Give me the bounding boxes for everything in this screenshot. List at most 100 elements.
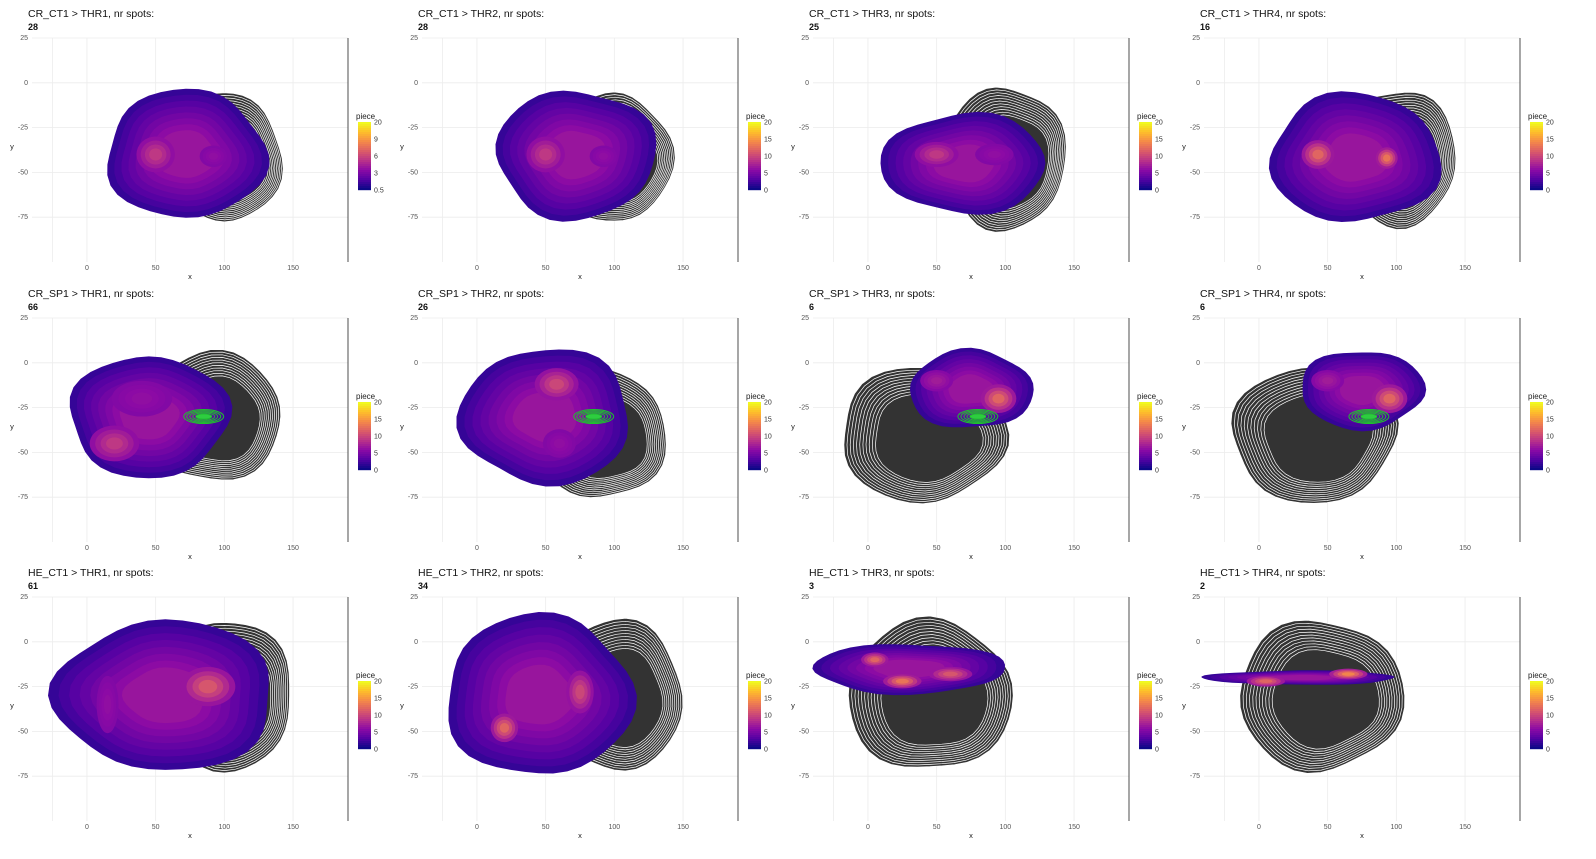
legend-tick-label: 20 <box>764 120 772 127</box>
legend-colorbar <box>1139 420 1152 423</box>
legend-colorbar <box>1530 158 1543 161</box>
legend-colorbar <box>1530 156 1543 159</box>
x-axis-label: x <box>578 272 582 281</box>
x-tick-label: 50 <box>933 824 941 831</box>
legend-colorbar <box>1530 180 1543 183</box>
y-tick-label: -50 <box>408 169 418 176</box>
y-axis-label: y <box>10 701 14 710</box>
legend-tick-label: 15 <box>374 417 382 424</box>
legend-colorbar <box>358 150 371 153</box>
legend-colorbar <box>1530 458 1543 461</box>
legend-colorbar <box>748 416 761 419</box>
chart-title: CR_CT1 > THR3, nr spots: 25 <box>809 8 935 34</box>
density-hotspot <box>931 377 943 385</box>
x-axis-label: x <box>1360 552 1364 561</box>
legend-colorbar <box>1139 416 1152 419</box>
legend-colorbar <box>1139 458 1152 461</box>
density-hotspot <box>895 678 909 684</box>
legend-colorbar <box>358 144 371 147</box>
legend-colorbar <box>1139 444 1152 447</box>
legend-colorbar <box>1530 130 1543 133</box>
legend-colorbar <box>1530 128 1543 131</box>
green-contour <box>1351 410 1387 423</box>
legend-colorbar <box>1139 705 1152 708</box>
x-tick-label: 150 <box>287 265 299 272</box>
legend-colorbar <box>358 176 371 179</box>
legend-title: piece <box>1528 112 1548 121</box>
y-tick-label: -50 <box>18 728 28 735</box>
x-axis-label: x <box>969 272 973 281</box>
legend-colorbar <box>1139 438 1152 441</box>
legend-tick-label: 15 <box>1546 137 1554 144</box>
legend-colorbar <box>1530 144 1543 147</box>
legend-colorbar <box>358 681 371 684</box>
legend-tick-label: 0 <box>1155 468 1159 475</box>
legend-tick-label: 10 <box>374 713 382 720</box>
legend-colorbar <box>1139 124 1152 127</box>
legend-colorbar <box>358 458 371 461</box>
legend-colorbar <box>1530 725 1543 728</box>
y-tick-label: 0 <box>1196 80 1200 87</box>
chart-title-text: HE_CT1 > THR2, nr spots: <box>418 567 544 579</box>
legend-colorbar <box>358 454 371 457</box>
legend-colorbar <box>748 182 761 185</box>
chart-title: HE_CT1 > THR4, nr spots: 2 <box>1200 567 1326 593</box>
legend-colorbar <box>748 188 761 191</box>
y-tick-label: 0 <box>414 80 418 87</box>
chart-title: CR_SP1 > THR4, nr spots: 6 <box>1200 288 1326 314</box>
legend-colorbar <box>358 711 371 714</box>
chart-panel: CR_CT1 > THR3, nr spots: 25 0 50 100 150 25 0 -2… <box>791 8 1199 288</box>
x-axis-label: x <box>969 552 973 561</box>
legend-tick-label: 15 <box>1155 137 1163 144</box>
x-axis-label: x <box>578 831 582 840</box>
x-tick-label: 0 <box>85 545 89 552</box>
chart-panel: HE_CT1 > THR2, nr spots: 34 0 50 100 150 25 0 -2… <box>400 567 808 847</box>
legend-colorbar <box>1530 140 1543 143</box>
legend-tick-label: 5 <box>764 451 768 458</box>
legend-colorbar <box>1530 184 1543 187</box>
legend-colorbar <box>1139 146 1152 149</box>
legend-colorbar <box>358 699 371 702</box>
legend-colorbar <box>1139 156 1152 159</box>
legend-colorbar <box>1139 414 1152 417</box>
legend-colorbar <box>358 695 371 698</box>
y-tick-label: 25 <box>801 35 809 42</box>
density-hotspot <box>539 148 553 161</box>
x-tick-label: 150 <box>1068 265 1080 272</box>
legend-colorbar <box>358 731 371 734</box>
legend-colorbar <box>358 442 371 445</box>
x-tick-label: 150 <box>1459 824 1471 831</box>
legend-colorbar <box>358 735 371 738</box>
legend-colorbar <box>1139 709 1152 712</box>
legend-colorbar <box>1530 462 1543 465</box>
legend-colorbar <box>748 727 761 730</box>
legend-colorbar <box>748 186 761 189</box>
chart-title: CR_CT1 > THR1, nr spots: 28 <box>28 8 154 34</box>
legend-colorbar <box>1530 434 1543 437</box>
chart-title: HE_CT1 > THR3, nr spots: 3 <box>809 567 935 593</box>
legend-colorbar <box>358 404 371 407</box>
legend-colorbar <box>1530 142 1543 145</box>
legend-colorbar <box>1530 132 1543 135</box>
legend-colorbar <box>1139 723 1152 726</box>
legend-colorbar <box>1139 410 1152 413</box>
legend-colorbar <box>1139 132 1152 135</box>
density-hotspot <box>987 150 1001 159</box>
legend-colorbar <box>748 136 761 139</box>
legend-tick-label: 10 <box>374 434 382 441</box>
legend-colorbar <box>748 468 761 471</box>
legend-colorbar <box>358 729 371 732</box>
legend-colorbar <box>1139 731 1152 734</box>
legend-colorbar <box>748 410 761 413</box>
legend-colorbar <box>1530 430 1543 433</box>
legend-title: piece <box>746 392 766 401</box>
legend-colorbar <box>1139 707 1152 710</box>
y-tick-label: -50 <box>1190 728 1200 735</box>
legend-colorbar <box>358 705 371 708</box>
legend-colorbar <box>748 705 761 708</box>
legend-colorbar <box>1530 685 1543 688</box>
legend-colorbar <box>748 128 761 131</box>
y-tick-label: 0 <box>24 360 28 367</box>
